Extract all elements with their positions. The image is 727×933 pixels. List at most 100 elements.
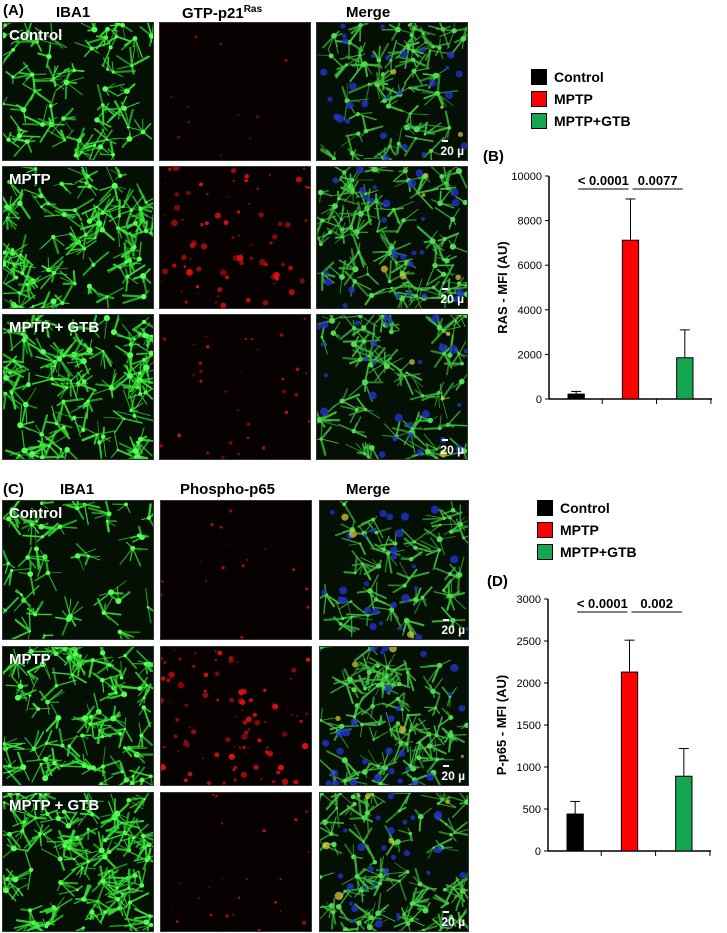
chart-d-svg: 0 500 1000 1500 2000 2500 3000 P-p65 - MFI (AU)… xyxy=(494,594,711,858)
microglia-processes xyxy=(320,793,468,931)
legend-label: MPTP+GTB xyxy=(560,544,637,560)
y-axis-label: RAS - MFI (AU) xyxy=(495,241,510,333)
colocalization xyxy=(409,331,451,458)
microglia-processes xyxy=(3,501,153,639)
nuclei xyxy=(317,315,467,458)
legend-item-mptp: MPTP xyxy=(531,88,631,110)
microglia-processes xyxy=(3,315,153,459)
background xyxy=(160,167,310,308)
merge-image xyxy=(320,647,468,785)
y-tick-label: 1500 xyxy=(517,720,541,732)
micrograph-a-iba1-control: Control xyxy=(2,22,154,161)
nuclei xyxy=(319,23,467,160)
header-iba1-a: IBA1 xyxy=(56,4,91,21)
nuclei xyxy=(323,167,465,308)
chart-d: 0 500 1000 1500 2000 2500 3000 P-p65 - MFI (AU)… xyxy=(476,590,721,865)
micrograph-c-merge-gtb: 20 µ xyxy=(319,792,469,932)
micrograph-a-merge-mptp: 20 µ xyxy=(316,166,468,309)
y-tick-label: 4000 xyxy=(518,305,542,317)
header-merge-c: Merge xyxy=(346,481,391,498)
scale-bar-label: 20 µ xyxy=(441,619,465,637)
background xyxy=(3,501,153,639)
micrograph-c-p65-mptp xyxy=(160,646,312,786)
p65-image xyxy=(161,793,311,931)
merge-image xyxy=(317,167,467,308)
microglia-processes xyxy=(3,793,153,931)
micrograph-c-merge-control: 20 µ xyxy=(319,500,469,640)
header-iba1-c: IBA1 xyxy=(60,481,95,498)
header-p65-c: Phospho-p65 xyxy=(180,481,276,498)
legend-item-control: Control xyxy=(531,66,631,88)
y-tick-label: 500 xyxy=(523,804,541,816)
bar-mptp xyxy=(620,671,639,852)
chart-b: 0 2000 4000 6000 8000 10000 RAS - MFI (AU) < 0.… xyxy=(470,165,720,406)
iba1-image xyxy=(3,647,153,785)
micrograph-c-p65-control xyxy=(160,500,312,640)
micrograph-a-gtp-control xyxy=(159,22,311,161)
y-tick-label: 2000 xyxy=(518,349,542,361)
merge-image xyxy=(320,793,468,931)
row-label-gtb-c: MPTP + GTB xyxy=(9,797,100,814)
y-axis-label: P-p65 - MFI (AU) xyxy=(494,675,509,775)
p65-image xyxy=(161,647,311,785)
legend-swatch xyxy=(537,500,553,516)
colocalization xyxy=(322,793,451,901)
bar-mptp-gtb xyxy=(675,775,693,852)
micrograph-a-merge-gtb: 20 µ xyxy=(316,314,468,460)
red-puncta xyxy=(171,793,310,931)
merge-image xyxy=(317,23,467,160)
micrograph-a-merge-control: 20 µ xyxy=(316,22,468,161)
red-puncta xyxy=(160,317,310,459)
y-tick-label: 8000 xyxy=(518,216,542,228)
micrograph-c-merge-mptp: 20 µ xyxy=(319,646,469,786)
merge-image xyxy=(317,315,467,459)
bar-control xyxy=(566,813,584,852)
y-tick-label: 10000 xyxy=(511,171,542,183)
comparison-p-value: < 0.0001 xyxy=(578,173,629,188)
micrograph-c-p65-gtb xyxy=(160,792,312,932)
legend-item-control: Control xyxy=(537,497,637,519)
gtp-image xyxy=(160,23,310,160)
header-merge-a: Merge xyxy=(346,4,391,21)
comparison-p-value: 0.0077 xyxy=(638,173,678,188)
panel-tag-b: (B) xyxy=(483,148,504,165)
comparison-p-value: < 0.0001 xyxy=(577,596,628,611)
red-puncta xyxy=(170,35,288,157)
header-gtp-text: GTP-p21 xyxy=(182,5,244,22)
row-label-mptp-c: MPTP xyxy=(9,651,51,668)
iba1-image xyxy=(3,23,153,160)
nuclei xyxy=(321,505,468,639)
iba1-image xyxy=(3,167,153,308)
scale-bar-label: 20 µ xyxy=(440,439,464,457)
legend-swatch xyxy=(537,544,553,560)
header-gtp-sup: Ras xyxy=(243,4,263,15)
legend-label: MPTP+GTB xyxy=(554,113,631,129)
panel-tag-a: (A) xyxy=(3,2,24,19)
colocalization xyxy=(380,172,462,281)
bar-control xyxy=(567,393,585,400)
scale-bar-label: 20 µ xyxy=(441,911,465,929)
micrograph-c-iba1-gtb: MPTP + GTB xyxy=(2,792,154,932)
micrograph-a-iba1-mptp: MPTP xyxy=(2,166,154,309)
p65-image xyxy=(161,501,311,639)
microglia-processes xyxy=(320,501,468,639)
micrograph-c-iba1-mptp: MPTP xyxy=(2,646,154,786)
microglia-processes xyxy=(320,647,468,785)
y-tick-label: 2500 xyxy=(517,636,541,648)
y-tick-label: 0 xyxy=(535,846,541,858)
bar-mptp-gtb xyxy=(676,357,694,400)
legend-label: Control xyxy=(554,69,604,85)
legend-d: Control MPTP MPTP+GTB xyxy=(537,497,637,563)
chart-b-svg: 0 2000 4000 6000 8000 10000 RAS - MFI (AU) < 0.… xyxy=(495,171,712,406)
background xyxy=(161,647,311,785)
scale-bar-label: 20 µ xyxy=(441,765,465,783)
colocalization xyxy=(376,69,464,138)
legend-label: Control xyxy=(560,500,610,516)
legend-swatch xyxy=(531,91,547,107)
micrograph-a-gtp-mptp xyxy=(159,166,311,309)
legend-item-gtb: MPTP+GTB xyxy=(531,110,631,132)
legend-label: MPTP xyxy=(560,522,599,538)
red-puncta xyxy=(161,509,310,639)
legend-swatch xyxy=(531,113,547,129)
micrograph-c-iba1-control: Control xyxy=(2,500,154,640)
